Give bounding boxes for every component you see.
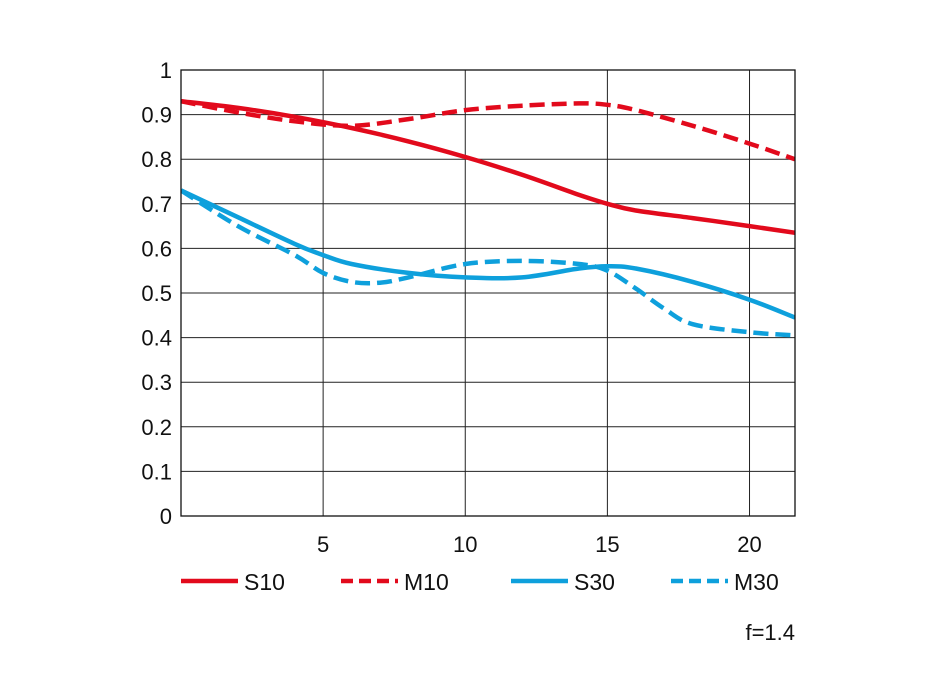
y-tick-label: 0.5	[141, 281, 172, 306]
x-tick-labels: 5 10 15 20	[317, 532, 762, 557]
y-tick-label: 0.2	[141, 415, 172, 440]
series-layer	[181, 98, 795, 338]
x-tick-label: 5	[317, 532, 329, 557]
x-tick-label: 20	[737, 532, 761, 557]
aperture-note: f=1.4	[745, 620, 795, 645]
y-tick-label: 0.8	[141, 147, 172, 172]
y-tick-label: 0.1	[141, 459, 172, 484]
legend-label-s30: S30	[574, 569, 615, 595]
grid-layer	[181, 69, 795, 517]
plot-frame	[180, 69, 796, 517]
series-line-s30	[181, 188, 795, 320]
y-tick-label: 0.4	[141, 326, 172, 351]
legend-label-m10: M10	[404, 569, 449, 595]
legend: S10 M10 S30 M30	[181, 569, 779, 595]
series-line-s10	[181, 98, 795, 236]
legend-label-m30: M30	[734, 569, 779, 595]
legend-label-s10: S10	[244, 569, 285, 595]
y-tick-label: 0.9	[141, 103, 172, 128]
y-tick-label: 0.6	[141, 236, 172, 261]
x-tick-label: 15	[595, 532, 619, 557]
y-tick-labels: 0 0.1 0.2 0.3 0.4 0.5 0.6 0.7 0.8 0.9 1	[141, 58, 172, 529]
y-tick-label: 1	[160, 58, 172, 83]
y-tick-label: 0	[160, 504, 172, 529]
y-tick-label: 0.3	[141, 370, 172, 395]
x-tick-label: 10	[453, 532, 477, 557]
series-line-m30	[181, 188, 795, 338]
y-tick-label: 0.7	[141, 192, 172, 217]
series-line-m10	[181, 98, 795, 162]
